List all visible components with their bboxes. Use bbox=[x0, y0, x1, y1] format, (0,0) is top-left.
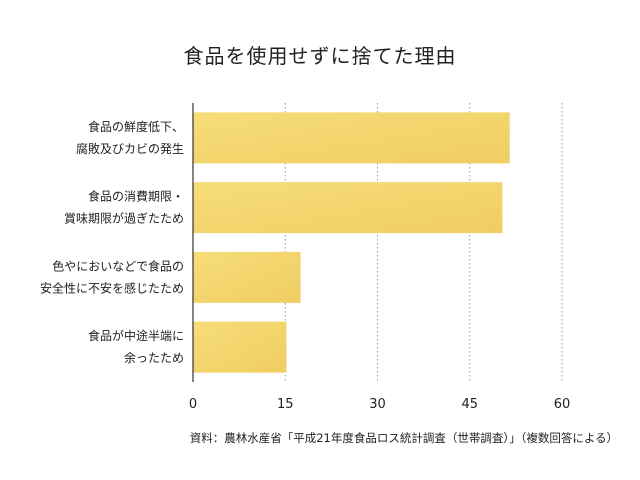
bar-1 bbox=[193, 182, 503, 234]
category-label-3: 食品が中途半端に余ったため bbox=[88, 328, 184, 365]
bars bbox=[193, 112, 510, 373]
category-label-0: 食品の鮮度低下、腐敗及びカビの発生 bbox=[76, 119, 184, 156]
x-tick-label-30: 30 bbox=[369, 397, 386, 412]
x-tick-label-45: 45 bbox=[461, 397, 478, 412]
category-label-2: 色やにおいなどで食品の安全性に不安を感じたため bbox=[40, 258, 184, 295]
bar-3 bbox=[193, 321, 287, 373]
bar-0 bbox=[193, 112, 510, 164]
bar-2 bbox=[193, 251, 301, 303]
x-tick-label-0: 0 bbox=[189, 397, 197, 412]
tick-labels: 0 15 30 45 60 bbox=[189, 397, 570, 412]
category-label-1: 食品の消費期限・賞味期限が過ぎたため bbox=[64, 189, 184, 226]
chart-title: 食品を使用せずに捨てた理由 bbox=[183, 44, 457, 68]
x-tick-label-15: 15 bbox=[277, 397, 294, 412]
category-labels: 食品の鮮度低下、腐敗及びカビの発生食品の消費期限・賞味期限が過ぎたため色やにおい… bbox=[40, 119, 184, 365]
source-note: 資料：農林水産省「平成21年度食品ロス統計調査（世帯調査）」（複数回答による） bbox=[189, 431, 618, 445]
x-tick-label-60: 60 bbox=[554, 397, 571, 412]
